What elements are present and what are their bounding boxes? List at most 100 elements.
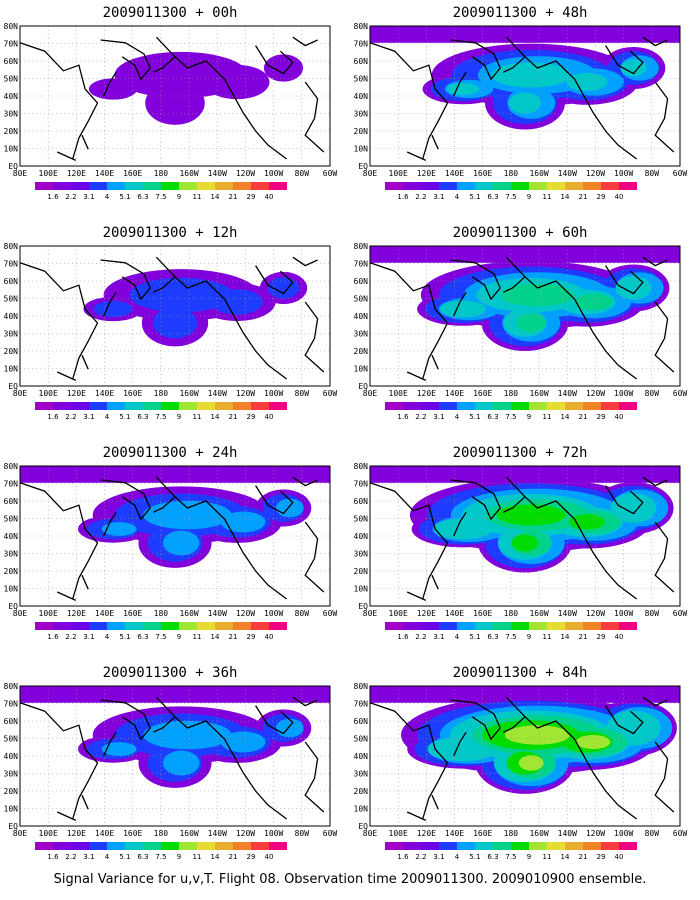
lon-tick-label: 180	[504, 389, 519, 398]
lat-tick-label: 10N	[354, 145, 369, 154]
colorbar-label: 5.1	[469, 633, 480, 641]
colorbar-swatch	[197, 182, 215, 190]
colorbar-swatch	[565, 402, 583, 410]
colorbar-swatch	[35, 402, 53, 410]
colorbar-swatch	[511, 182, 529, 190]
lat-tick-label: EQ	[358, 162, 368, 171]
panel-title: 2009011300 + 84h	[452, 665, 588, 681]
colorbar-label: 11	[193, 633, 202, 641]
lat-tick-label: 60N	[4, 497, 19, 506]
lon-tick-label: 140E	[445, 829, 464, 838]
graticule	[370, 246, 680, 386]
colorbar-swatch	[251, 622, 269, 630]
colorbar-label: 1.6	[397, 193, 409, 201]
colorbar-label: 7.5	[505, 853, 516, 861]
colorbar-label: 1.6	[397, 413, 409, 421]
lat-tick-label: 50N	[354, 75, 369, 84]
map-frame	[369, 245, 681, 387]
colorbar-swatch	[601, 622, 619, 630]
colorbar-swatch	[107, 182, 125, 190]
colorbar: 1.6 2.2 3.1 4 5.1 6.3 7.5 9 11 14 21 29 40	[35, 842, 287, 861]
shaded-field	[370, 686, 680, 794]
lon-tick-label: 160W	[179, 389, 198, 398]
lat-tick-label: 70N	[4, 260, 19, 269]
colorbar-label: 3.1	[433, 633, 444, 641]
shaded-field	[88, 51, 304, 125]
colorbar-swatch	[197, 402, 215, 410]
lon-tick-label: 80W	[295, 389, 310, 398]
colorbar-label: 2.2	[65, 633, 76, 641]
lon-tick-label: 100W	[614, 169, 633, 178]
lat-tick-label: 40N	[354, 92, 369, 101]
graticule	[20, 466, 330, 606]
lon-tick-label: 140W	[558, 389, 577, 398]
lat-tick-label: 80N	[4, 22, 19, 31]
lon-tick-label: 160E	[123, 829, 142, 838]
colorbar-swatch	[71, 182, 89, 190]
colorbar-swatch	[493, 182, 511, 190]
colorbar-label: 29	[247, 853, 256, 861]
colorbar-label: 6.3	[137, 633, 148, 641]
colorbar-swatch	[71, 622, 89, 630]
shaded-field	[370, 466, 680, 573]
colorbar-label: 9	[177, 413, 181, 421]
colorbar-swatch	[125, 622, 143, 630]
lon-tick-label: 100W	[614, 389, 633, 398]
lon-tick-label: 180	[154, 609, 169, 618]
panel-title: 2009011300 + 60h	[452, 225, 588, 241]
colorbar-label: 1.6	[47, 853, 59, 861]
lon-tick-label: 140E	[445, 169, 464, 178]
colorbar-label: 6.3	[137, 853, 148, 861]
lon-tick-label: 100W	[264, 609, 283, 618]
colorbar-label: 29	[247, 633, 256, 641]
colorbar-swatch	[233, 842, 251, 850]
shaded-field	[20, 686, 330, 788]
lon-tick-label: 100W	[264, 829, 283, 838]
colorbar-swatch	[547, 842, 565, 850]
lat-tick-label: EQ	[8, 162, 18, 171]
lat-tick-label: 80N	[354, 462, 369, 471]
colorbar-swatch	[583, 402, 601, 410]
lat-tick-label: 70N	[354, 480, 369, 489]
lon-tick-label: 120E	[417, 389, 436, 398]
lat-tick-label: 70N	[4, 700, 19, 709]
colorbar-label: 1.6	[47, 633, 59, 641]
lat-tick-label: EQ	[358, 602, 368, 611]
colorbar-label: 7.5	[155, 193, 166, 201]
colorbar-swatch	[125, 402, 143, 410]
lon-tick-label: 80W	[645, 389, 660, 398]
shaded-field	[370, 246, 680, 351]
colorbar-swatch	[385, 842, 403, 850]
colorbar-label: 14	[561, 413, 570, 421]
colorbar-swatch	[385, 182, 403, 190]
graticule	[20, 246, 330, 386]
lon-tick-label: 120E	[417, 609, 436, 618]
colorbar-label: 40	[615, 413, 624, 421]
colorbar-swatch	[71, 842, 89, 850]
lon-tick-label: 80W	[295, 169, 310, 178]
lat-tick-label: 20N	[354, 127, 369, 136]
lat-tick-label: 50N	[4, 515, 19, 524]
lat-tick-label: 20N	[4, 347, 19, 356]
graticule	[370, 686, 680, 826]
colorbar-swatch	[385, 402, 403, 410]
lon-tick-label: 120W	[236, 829, 255, 838]
lon-tick-label: 160W	[529, 609, 548, 618]
map-plot: EQ 10N 20N 30N 40N 50N 60N 70N 80N 80E 100E 120E 140…	[4, 462, 338, 641]
colorbar-label: 29	[247, 413, 256, 421]
colorbar-swatch	[269, 622, 287, 630]
colorbar-swatch	[179, 402, 197, 410]
lon-tick-label: 100E	[39, 389, 58, 398]
colorbar-swatch	[601, 182, 619, 190]
colorbar-label: 14	[211, 853, 220, 861]
lon-tick-label: 160E	[123, 609, 142, 618]
colorbar-swatch	[53, 402, 71, 410]
lat-tick-label: 10N	[354, 805, 369, 814]
colorbar-label: 2.2	[65, 413, 76, 421]
colorbar-label: 40	[265, 853, 274, 861]
colorbar: 1.6 2.2 3.1 4 5.1 6.3 7.5 9 11 14 21 29 40	[35, 402, 287, 421]
colorbar-swatch	[197, 842, 215, 850]
colorbar-label: 3.1	[83, 853, 94, 861]
lon-tick-label: 100E	[389, 169, 408, 178]
lon-tick-label: 120E	[67, 609, 86, 618]
